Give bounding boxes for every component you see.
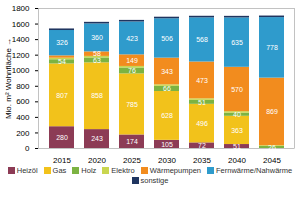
svg-text:0: 0 — [25, 144, 30, 153]
svg-text:174: 174 — [126, 138, 138, 145]
html-text:sonstige: sonstige — [140, 176, 169, 185]
svg-text:2020: 2020 — [88, 156, 106, 165]
svg-text:2040: 2040 — [228, 156, 246, 165]
svg-text:63: 63 — [93, 57, 101, 64]
html-text:Elektro: Elektro — [111, 166, 135, 175]
html-text:Heizöl: Heizöl — [16, 166, 38, 175]
svg-text:58: 58 — [93, 50, 101, 57]
svg-text:628: 628 — [161, 112, 173, 119]
svg-text:858: 858 — [91, 92, 103, 99]
svg-text:423: 423 — [126, 35, 138, 42]
svg-text:343: 343 — [161, 68, 173, 75]
svg-text:800: 800 — [16, 82, 30, 91]
svg-text:360: 360 — [91, 34, 103, 41]
svg-text:473: 473 — [196, 77, 208, 84]
html-text:Holz: Holz — [81, 166, 97, 175]
svg-text:243: 243 — [91, 135, 103, 142]
svg-text:570: 570 — [231, 86, 243, 93]
svg-text:Mio. m² Wohnfläche →: Mio. m² Wohnfläche → — [4, 38, 13, 119]
svg-text:40: 40 — [233, 111, 241, 118]
html-text:Wärmepumpen: Wärmepumpen — [149, 166, 201, 175]
svg-text:105: 105 — [161, 141, 173, 148]
svg-text:1800: 1800 — [12, 4, 30, 13]
svg-text:785: 785 — [126, 101, 138, 108]
svg-text:807: 807 — [56, 92, 68, 99]
svg-text:149: 149 — [126, 57, 138, 64]
svg-text:568: 568 — [196, 36, 208, 43]
html-text:Fernwärme/Nahwärme: Fernwärme/Nahwärme — [216, 166, 293, 175]
svg-text:2030: 2030 — [158, 156, 176, 165]
svg-text:280: 280 — [56, 134, 68, 141]
svg-text:2045: 2045 — [263, 156, 281, 165]
svg-text:72: 72 — [198, 142, 206, 149]
svg-text:26: 26 — [268, 144, 276, 151]
svg-text:200: 200 — [16, 129, 30, 138]
svg-text:66: 66 — [163, 85, 171, 92]
svg-text:869: 869 — [266, 108, 278, 115]
svg-text:2015: 2015 — [53, 156, 71, 165]
svg-text:400: 400 — [16, 113, 30, 122]
svg-text:778: 778 — [266, 44, 278, 51]
svg-text:1200: 1200 — [12, 51, 30, 60]
svg-text:363: 363 — [231, 127, 243, 134]
svg-text:635: 635 — [231, 39, 243, 46]
svg-text:2035: 2035 — [193, 156, 211, 165]
svg-text:51: 51 — [198, 99, 206, 106]
svg-text:54: 54 — [58, 58, 66, 65]
svg-text:506: 506 — [161, 35, 173, 42]
html-text:Gas: Gas — [52, 166, 67, 175]
svg-text:2025: 2025 — [123, 156, 141, 165]
svg-text:600: 600 — [16, 97, 30, 106]
svg-text:496: 496 — [196, 120, 208, 127]
svg-text:326: 326 — [56, 39, 68, 46]
svg-text:1400: 1400 — [12, 35, 30, 44]
svg-text:1600: 1600 — [12, 20, 30, 29]
svg-text:51: 51 — [233, 143, 241, 150]
svg-text:76: 76 — [128, 67, 136, 74]
svg-text:1000: 1000 — [12, 66, 30, 75]
